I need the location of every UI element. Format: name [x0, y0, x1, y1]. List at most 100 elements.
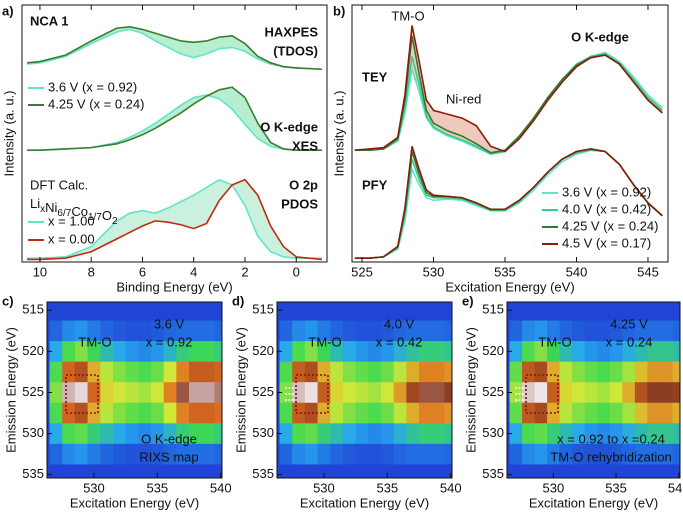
heatmap-cell [150, 423, 165, 445]
heatmap-cell [622, 464, 636, 478]
heatmap-cell [522, 341, 536, 363]
heatmap-cell [214, 423, 222, 445]
heatmap-cell [112, 402, 127, 424]
legend-label: 4.0 V (x = 0.42) [562, 201, 651, 216]
heatmap-cell [647, 302, 661, 322]
heatmap-cell [584, 382, 598, 404]
heatmap-cell [647, 320, 661, 342]
heatmap-cell [150, 464, 165, 478]
heatmap-cell [189, 402, 203, 424]
heatmap-cell [368, 423, 382, 445]
heatmap-cell [87, 320, 101, 342]
heatmap-cell [112, 341, 127, 363]
heatmap-cell [62, 302, 76, 322]
heatmap-cell [150, 302, 165, 322]
heatmap-cell [547, 443, 561, 465]
heatmap-cell [672, 402, 680, 424]
x-axis-label: Excitation Energy (eV) [70, 495, 199, 510]
heatmap-cell [342, 423, 357, 445]
heatmap-cell [522, 320, 536, 342]
heatmap-cell [304, 302, 319, 322]
heatmap-cell [112, 464, 127, 478]
heatmap-cell [622, 320, 636, 342]
heatmap-cell [304, 423, 319, 445]
heatmap-cell [444, 423, 452, 445]
heatmap-cell [100, 320, 114, 342]
heatmap-cell [522, 361, 536, 383]
heatmap-cell [380, 464, 395, 478]
heatmap-cell [509, 341, 523, 363]
heatmap-cell [112, 382, 127, 404]
heatmap-cell [659, 302, 673, 322]
x-tick-label: 530 [313, 480, 335, 495]
difference-fill [27, 26, 322, 70]
panel-label: c) [2, 293, 14, 308]
annotation: (TDOS) [273, 43, 318, 58]
x-tick-label: 6 [139, 264, 146, 279]
plot-area [354, 25, 663, 259]
annotation: x = 0.24 [606, 334, 653, 349]
heatmap-cell [292, 464, 306, 478]
heatmap-cell [647, 382, 661, 404]
heatmap-cell [355, 423, 369, 445]
series-line [27, 86, 322, 152]
heatmap-cell [609, 320, 623, 342]
annotation: NCA 1 [30, 13, 69, 28]
annotation: HAXPES [265, 24, 319, 39]
heatmap-cell [672, 443, 680, 465]
heatmap-cell [393, 361, 407, 383]
heatmap-cell [304, 402, 319, 424]
heatmap-cell [150, 402, 165, 424]
difference-fill [354, 25, 663, 155]
heatmap-cell [431, 302, 445, 322]
heatmap-cell [138, 302, 152, 322]
x-tick-label: 540 [440, 480, 462, 495]
heatmap-cell [419, 341, 433, 363]
heatmap-cell [559, 464, 573, 478]
heatmap-cell [672, 341, 680, 363]
heatmap-cell [547, 302, 561, 322]
plot-area [47, 302, 222, 478]
heatmap-cell [49, 382, 63, 404]
heatmap-cell [163, 341, 177, 363]
heatmap-cell [609, 464, 623, 478]
heatmap-cell [74, 423, 89, 445]
heatmap-cell [49, 302, 63, 322]
series-line [354, 35, 663, 154]
heatmap-cell [214, 361, 222, 383]
heatmap-cell [622, 382, 636, 404]
plot-frame [351, 4, 669, 263]
heatmap-cell [342, 382, 357, 404]
plot-area [507, 302, 680, 478]
heatmap-cell [279, 423, 293, 445]
heatmap-cell [279, 341, 293, 363]
heatmap-cell [292, 361, 306, 383]
heatmap-cell [201, 443, 215, 465]
heatmap-cell [431, 443, 445, 465]
heatmap-cell [342, 320, 357, 342]
heatmap-cell [547, 423, 561, 445]
legend-label: 4.5 V (x = 0.17) [562, 235, 651, 250]
heatmap-cell [572, 341, 586, 363]
heatmap-cell [559, 443, 573, 465]
panel: 3.6 V (x = 0.92) 4.25 V (x = 0.24) x = 1.0… [1, 3, 328, 294]
heatmap-cell [279, 464, 293, 478]
heatmap-cell [559, 361, 573, 383]
heatmap-cell [522, 302, 536, 322]
x-tick-label: 530 [423, 264, 445, 279]
heatmap-cell [74, 382, 89, 404]
heatmap-cell [393, 423, 407, 445]
heatmap-cell [87, 361, 101, 383]
heatmap-cell [522, 423, 536, 445]
heatmap-cell [522, 443, 536, 465]
heatmap-cell [393, 443, 407, 465]
heatmap-cell [597, 443, 611, 465]
heatmap-cell [634, 361, 648, 383]
heatmap-cell [292, 341, 306, 363]
annotation: O K-edge [571, 29, 629, 44]
heatmap-cell [330, 302, 344, 322]
heatmap-cell [292, 443, 306, 465]
heatmap-cell [176, 443, 190, 465]
y-tick-label: 535 [482, 466, 504, 481]
